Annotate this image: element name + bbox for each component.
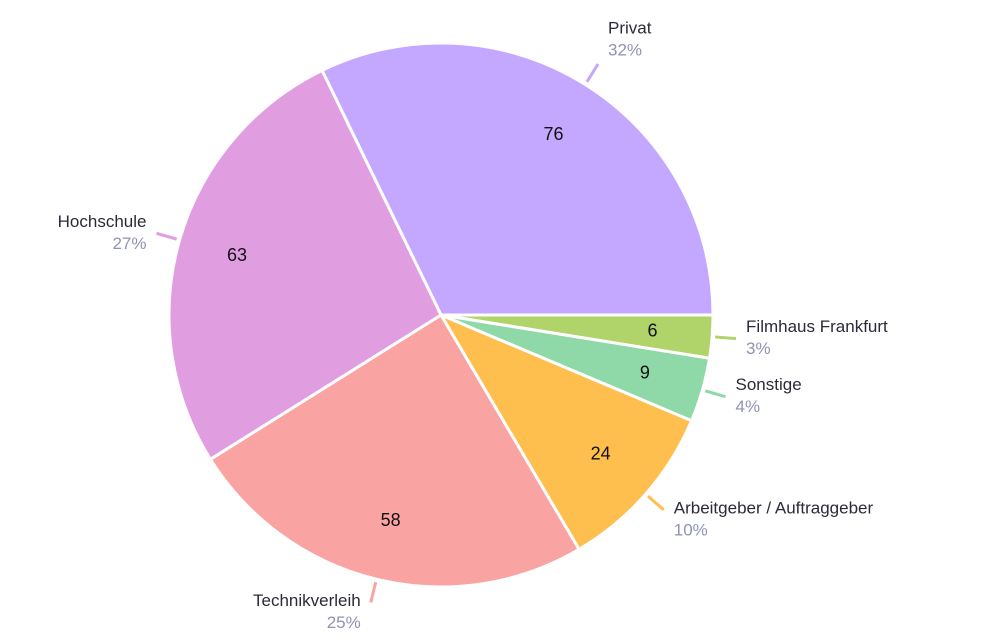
category-label: Filmhaus Frankfurt <box>746 317 888 336</box>
leader-line <box>704 389 726 399</box>
leader-line <box>646 494 665 512</box>
category-label: Privat <box>608 19 652 38</box>
percent-label: 10% <box>674 520 708 539</box>
value-label: 9 <box>640 362 650 382</box>
value-label: 58 <box>381 510 401 530</box>
leader-line <box>156 231 178 241</box>
leader-line <box>585 63 600 83</box>
pie-slice <box>167 68 443 462</box>
pie-slice <box>208 312 582 589</box>
percent-label: 32% <box>608 41 642 60</box>
leader-line <box>715 335 737 341</box>
pie-slice <box>437 311 694 552</box>
category-label: Technikverleih <box>253 591 361 610</box>
leader-line <box>369 581 378 603</box>
value-label: 76 <box>544 124 564 144</box>
value-label: 6 <box>647 321 657 341</box>
percent-label: 4% <box>736 397 761 416</box>
category-label: Hochschule <box>58 212 147 231</box>
value-label: 24 <box>591 443 611 463</box>
category-label: Sonstige <box>736 375 802 394</box>
percent-label: 25% <box>327 613 361 632</box>
pie-slice <box>320 41 715 317</box>
category-label: Arbeitgeber / Auftraggeber <box>674 498 874 517</box>
percent-label: 27% <box>112 234 146 253</box>
value-label: 63 <box>227 245 247 265</box>
percent-label: 3% <box>746 339 771 358</box>
